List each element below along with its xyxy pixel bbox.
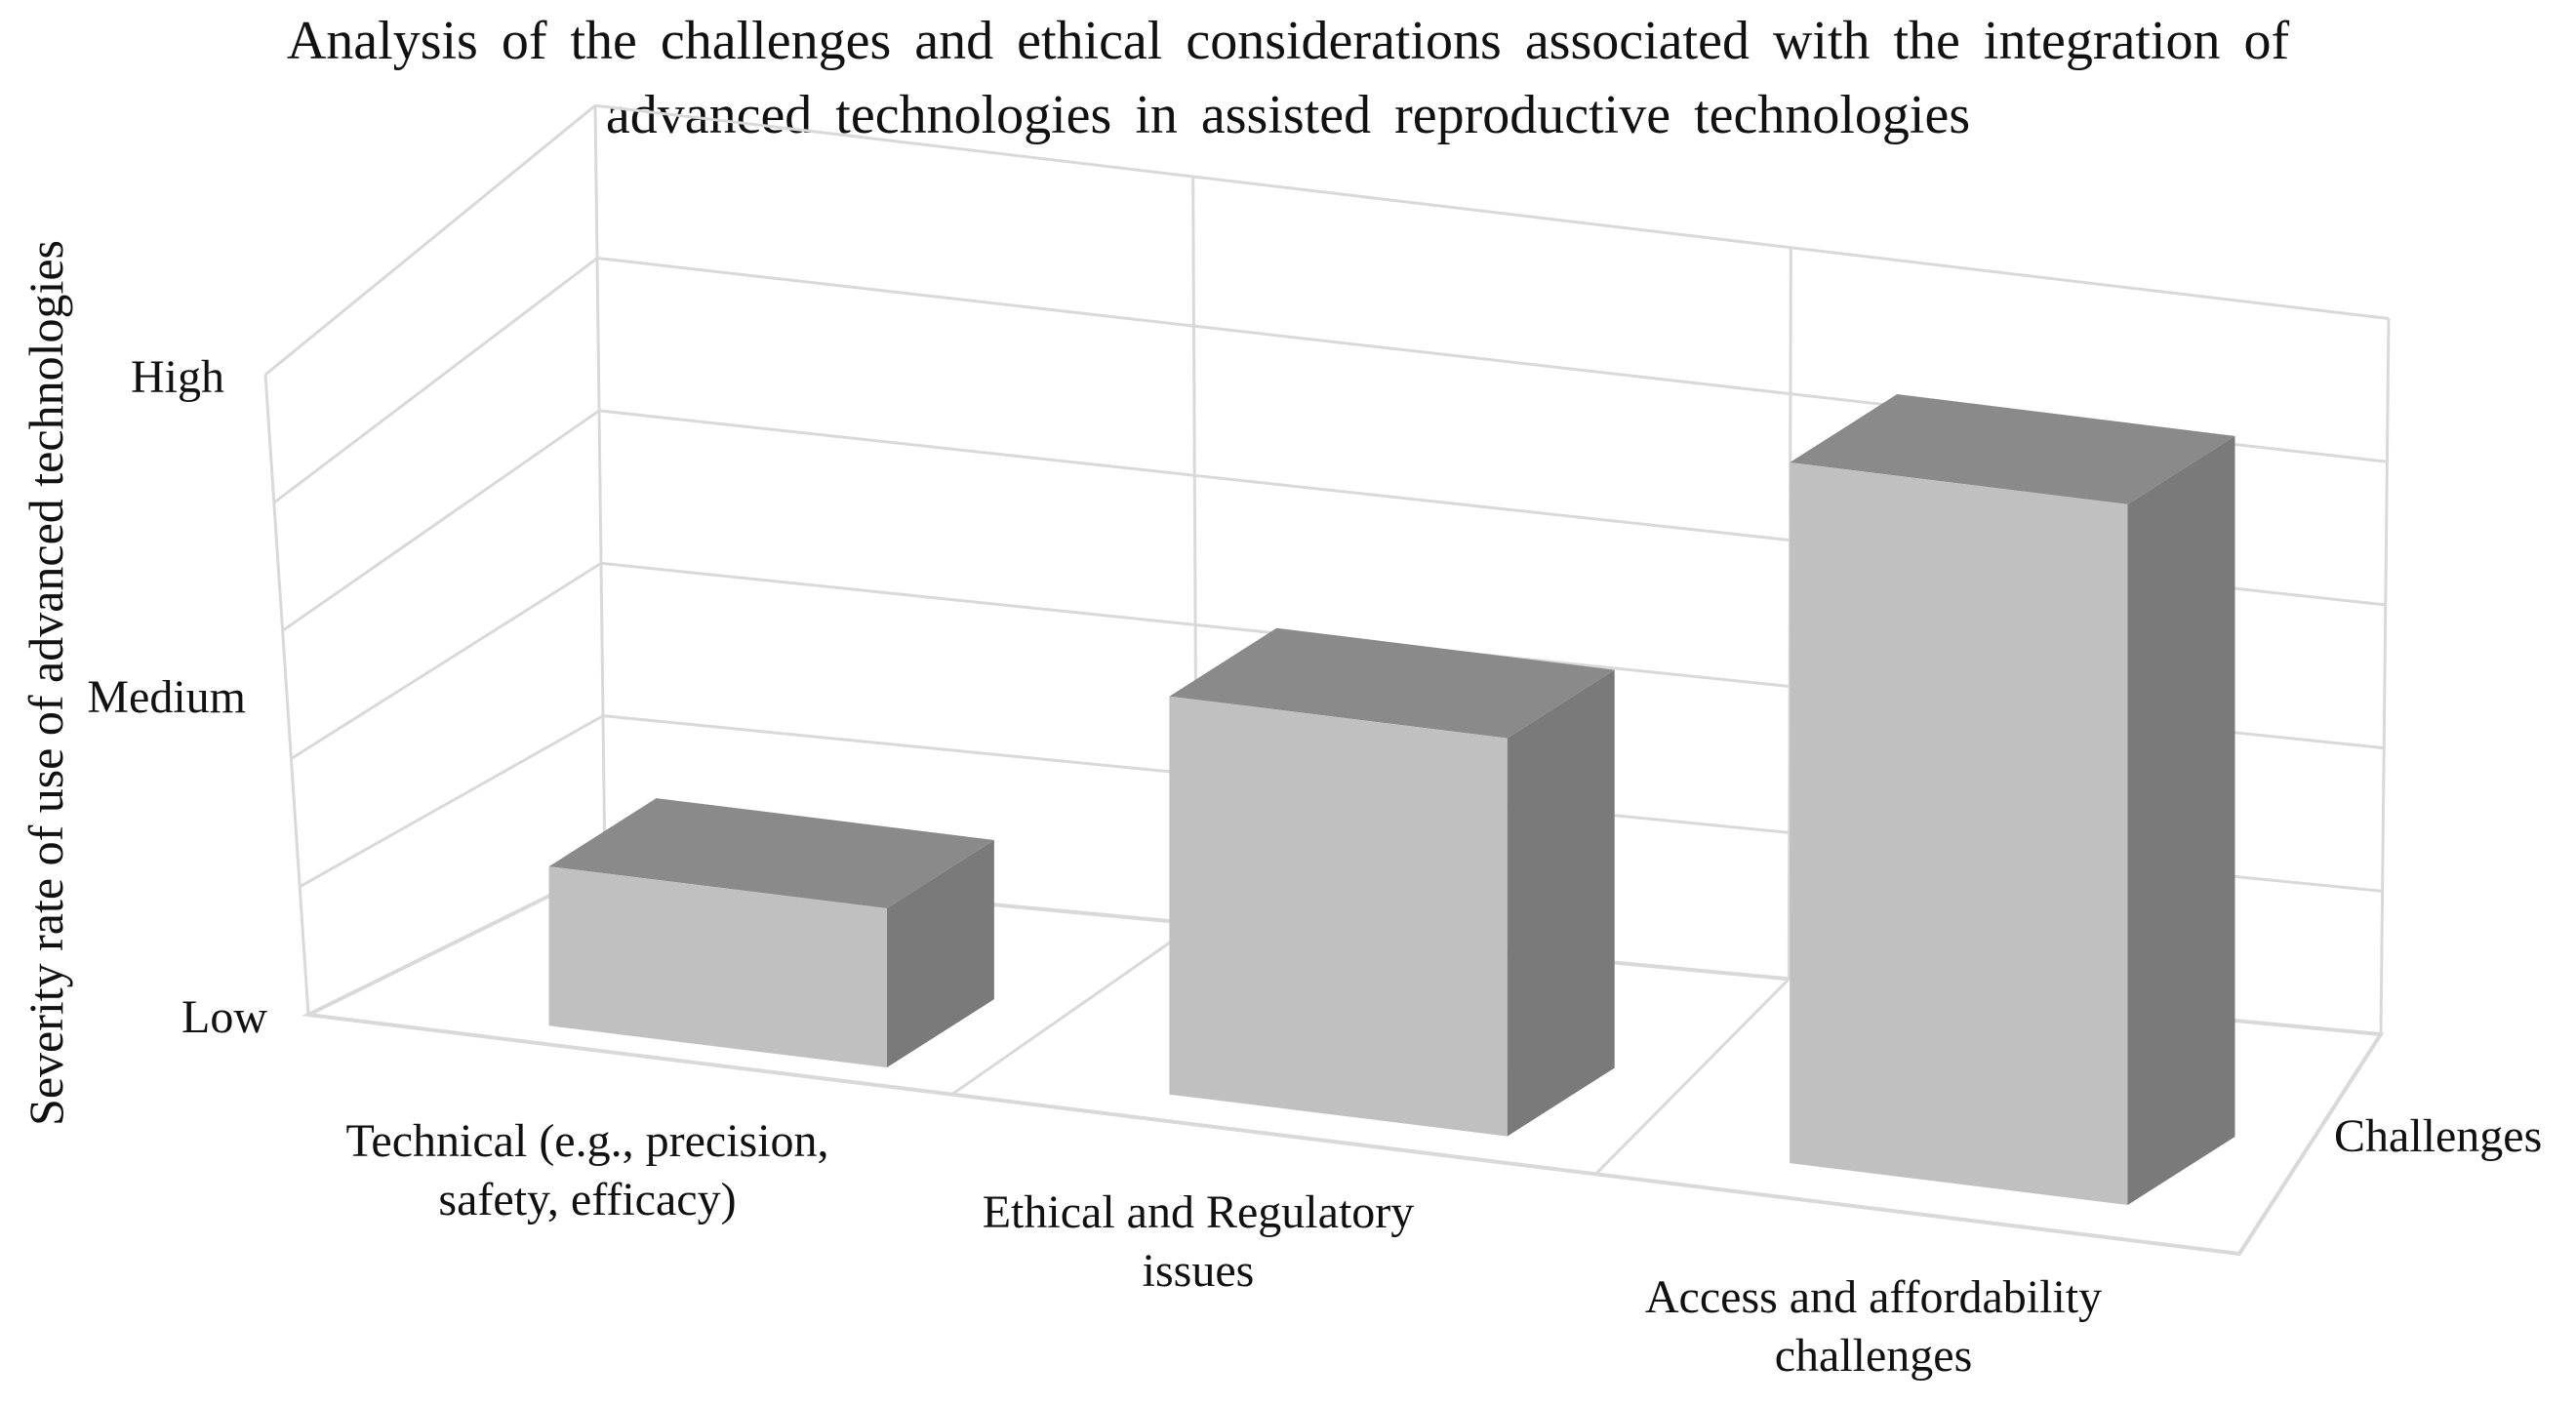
bar-top-2: [1169, 627, 1615, 739]
left-wall-gridline: [299, 714, 604, 889]
floor-divider: [1594, 978, 1791, 1176]
depth-axis-title: Challenges: [2334, 1110, 2542, 1162]
bar-side-2: [1507, 669, 1615, 1137]
left-wall-gridline: [281, 409, 600, 632]
chart-title-line-1: Analysis of the challenges and ethical c…: [286, 11, 2290, 71]
x-tick-label: challenges: [1775, 1330, 1973, 1382]
bar-side-1: [886, 839, 994, 1068]
y-tick-label: Medium: [87, 671, 246, 723]
bar-side-3: [2127, 435, 2235, 1205]
left-wall-front-edge: [263, 374, 310, 1016]
floor-divider: [950, 922, 1198, 1096]
bar-top-3: [1790, 394, 2235, 504]
back-wall-gridline: [594, 103, 2390, 321]
x-tick-label: Technical (e.g., precision,: [345, 1115, 828, 1167]
back-wall-left-edge: [593, 105, 607, 869]
y-axis-title: Severity rate of use of advanced technol…: [19, 240, 73, 1126]
depth-axis: [2237, 1032, 2383, 1256]
y-tick-label: High: [131, 351, 224, 403]
x-tick-label: Access and affordability: [1645, 1271, 2102, 1323]
bar-top-1: [548, 798, 994, 908]
bar-3: [1790, 462, 2128, 1205]
x-tick-label: safety, efficacy): [438, 1174, 736, 1225]
left-wall-gridline: [272, 257, 598, 504]
back-wall-right-edge: [2379, 318, 2391, 1035]
y-tick-label: Low: [181, 991, 267, 1043]
x-tick-label: Ethical and Regulatory: [983, 1186, 1415, 1238]
left-wall-gridline: [264, 104, 596, 377]
left-wall-gridline: [290, 562, 602, 760]
bar-2: [1169, 696, 1508, 1137]
bar-1: [548, 866, 887, 1068]
x-tick-label: issues: [1143, 1245, 1255, 1297]
